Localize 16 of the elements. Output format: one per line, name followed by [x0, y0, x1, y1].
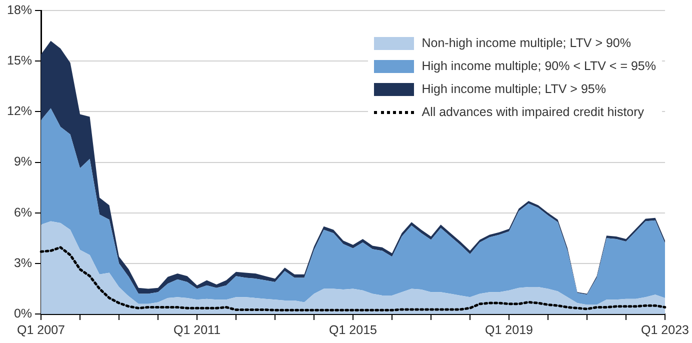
y-tick-label: 18%: [6, 2, 32, 17]
y-tick-label: 6%: [14, 205, 32, 220]
y-tick-label: 15%: [6, 54, 32, 68]
y-tick-label: 3%: [14, 256, 32, 270]
x-tick-label: Q1 2011: [174, 322, 221, 337]
x-tick-label: Q1 2007: [17, 322, 66, 337]
x-tick-label: Q1 2015: [329, 322, 378, 337]
x-tick-label: Q1 2019: [485, 322, 534, 337]
y-tick-label: 12%: [6, 104, 32, 118]
legend-label: Non-high income multiple; LTV > 90%: [422, 35, 631, 52]
legend-label: All advances with impaired credit history: [422, 104, 644, 121]
y-tick-label: 0%: [14, 306, 32, 320]
legend-label: High income multiple; LTV > 95%: [422, 81, 606, 98]
x-tick-label: Q1 2023: [641, 322, 690, 337]
legend-label: High income multiple; 90% < LTV < = 95%: [422, 58, 656, 75]
y-tick-label: 9%: [14, 154, 32, 169]
